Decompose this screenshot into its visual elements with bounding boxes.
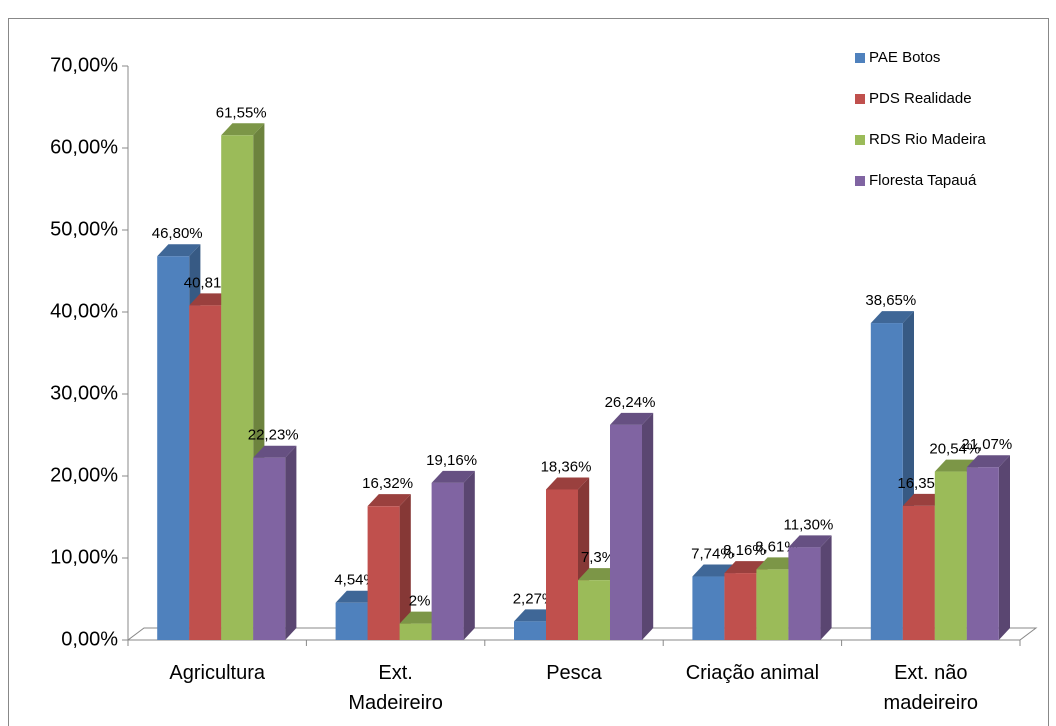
value-label: 8,61%: [755, 538, 798, 555]
value-label: 16,32%: [362, 475, 413, 492]
bar: [431, 482, 464, 640]
value-label: 7,3%: [581, 549, 615, 566]
bar-side: [399, 494, 411, 640]
value-label: 4,54%: [334, 572, 377, 589]
bar-top: [221, 123, 265, 136]
value-label: 21,07%: [961, 436, 1012, 453]
bar: [724, 573, 757, 640]
legend-swatch: [855, 176, 865, 186]
y-tick-label: 50,00%: [50, 218, 118, 240]
value-label: 8,16%: [723, 542, 766, 559]
bar-top: [431, 470, 475, 483]
bar-side: [463, 470, 475, 640]
value-label: 38,65%: [865, 292, 916, 309]
bar-top: [546, 477, 590, 490]
bar: [870, 323, 903, 640]
value-label: 26,24%: [605, 394, 656, 411]
bar-top: [870, 311, 914, 324]
value-label: 20,54%: [929, 441, 980, 458]
bar: [546, 489, 578, 640]
y-tick-label: 20,00%: [50, 464, 118, 486]
bar-top: [966, 455, 1010, 468]
value-label: 11,30%: [784, 516, 834, 533]
y-tick-label: 10,00%: [50, 546, 118, 568]
value-label: 19,16%: [426, 452, 477, 469]
legend-label: PDS Realidade: [869, 90, 972, 107]
bar-top: [367, 494, 411, 507]
y-tick-label: 70,00%: [50, 54, 118, 76]
bar-top: [157, 244, 201, 257]
bar: [966, 467, 999, 640]
value-label: 2,27%: [513, 590, 556, 607]
y-tick-label: 60,00%: [50, 136, 118, 158]
bar: [514, 621, 546, 640]
chart-border: [8, 18, 1049, 726]
value-label: 61,55%: [216, 104, 267, 121]
legend-label: RDS Rio Madeira: [869, 131, 986, 148]
value-label: 18,36%: [541, 458, 592, 475]
bar: [610, 424, 642, 640]
bar: [578, 580, 610, 640]
bar: [335, 602, 368, 640]
legend-label: PAE Botos: [869, 49, 940, 66]
legend-label: Floresta Tapauá: [869, 172, 977, 189]
value-label: 46,80%: [152, 225, 203, 242]
y-tick-label: 40,00%: [50, 300, 118, 322]
x-tick-label: Criação animal: [685, 662, 820, 684]
bar: [189, 305, 222, 640]
bar: [902, 505, 935, 640]
legend-swatch: [855, 135, 865, 145]
bar-side: [285, 445, 297, 640]
legend-swatch: [855, 94, 865, 104]
bar: [221, 135, 254, 641]
bar-top: [253, 445, 297, 458]
bar: [756, 569, 789, 640]
bar-side: [998, 455, 1010, 640]
bar: [692, 576, 725, 640]
value-label: 7,74%: [691, 546, 734, 563]
bar-side: [642, 412, 654, 640]
x-tick-label: Agricultura: [169, 662, 265, 684]
legend-swatch: [855, 53, 865, 63]
x-tick-label: Pesca: [546, 662, 602, 684]
bar: [934, 471, 967, 640]
bar: [367, 506, 400, 640]
value-label: 2%: [409, 593, 431, 610]
y-tick-label: 0,00%: [61, 628, 118, 650]
x-tick-label: Ext. não madeireiro: [883, 662, 979, 714]
bar: [788, 547, 821, 640]
bar: [157, 256, 190, 640]
bar: [253, 457, 286, 640]
x-tick-label: Ext. Madeireiro: [348, 662, 443, 714]
bar-side: [820, 535, 832, 640]
bar-top: [610, 412, 654, 425]
value-label: 22,23%: [248, 427, 299, 444]
bar: [399, 623, 432, 640]
y-tick-label: 30,00%: [50, 382, 118, 404]
bar-top: [788, 535, 832, 548]
